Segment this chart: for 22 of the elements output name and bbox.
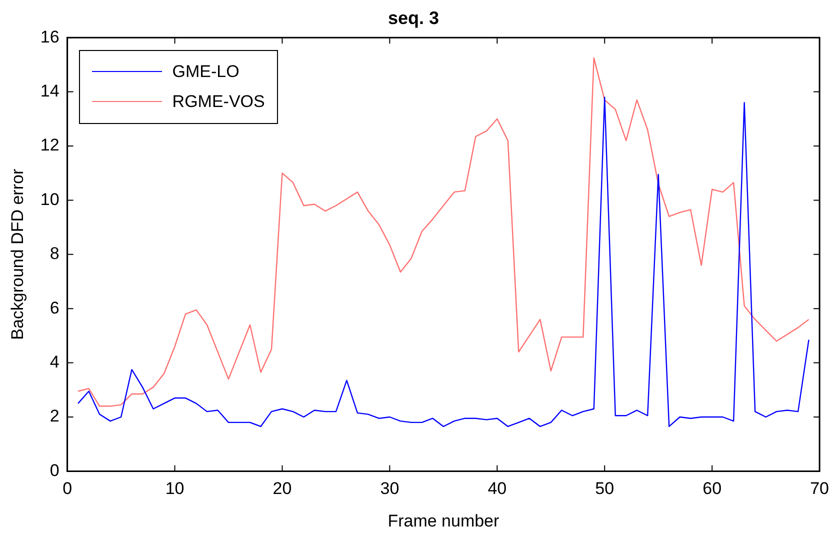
x-tick-label: 20 (272, 479, 292, 498)
y-tick-label: 8 (50, 244, 60, 264)
x-tick-label: 40 (488, 479, 507, 498)
y-tick-label: 4 (50, 352, 60, 372)
y-tick-label: 0 (50, 460, 60, 480)
y-tick-label: 14 (40, 81, 60, 100)
y-tick-label: 6 (50, 298, 60, 318)
legend-label: GME-LO (171, 60, 240, 83)
y-tick-label: 2 (50, 406, 60, 426)
x-tick-label: 10 (165, 479, 184, 498)
x-tick-label: 70 (810, 479, 830, 498)
chart-title: seq. 3 (388, 8, 440, 28)
y-tick-label: 16 (40, 27, 60, 46)
x-tick-label: 60 (702, 479, 722, 498)
x-tick-label: 50 (595, 479, 614, 498)
x-tick-label: 0 (62, 479, 72, 498)
x-axis-title: Frame number (388, 511, 500, 530)
y-tick-label: 10 (40, 190, 60, 209)
x-tick-label: 30 (380, 479, 400, 498)
y-axis-title: Background DFD error (8, 168, 27, 340)
y-tick-label: 12 (40, 136, 60, 155)
legend-label: RGME-VOS (171, 90, 265, 113)
